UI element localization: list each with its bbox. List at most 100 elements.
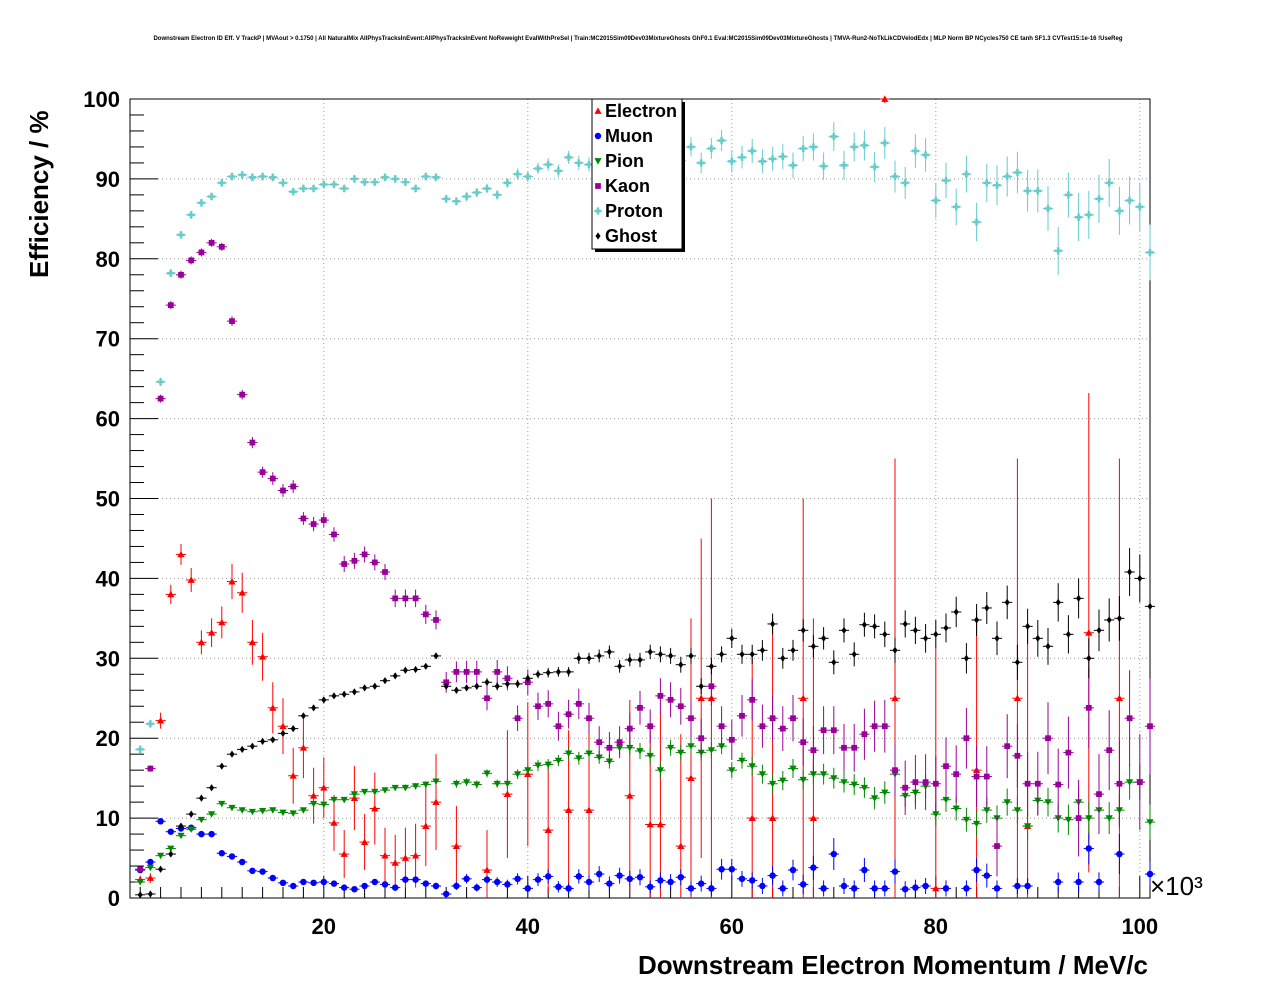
ghost-point <box>841 626 847 634</box>
ghost-point <box>402 666 408 674</box>
pion-point <box>1105 815 1113 822</box>
electron-point <box>310 792 318 799</box>
electron-point <box>228 577 236 585</box>
electron-point <box>167 590 175 598</box>
x-axis-title: Downstream Electron Momentum / MeV/c <box>638 950 1148 980</box>
muon-point <box>147 858 154 866</box>
y-tick-label: 80 <box>96 247 120 272</box>
muon-point <box>228 853 236 860</box>
muon-point <box>820 885 827 892</box>
pion-point <box>667 744 675 752</box>
y-tick-label: 100 <box>83 87 120 112</box>
muon-point <box>208 830 215 838</box>
muon-point <box>769 872 776 879</box>
ghost-point <box>158 865 164 873</box>
kaon-point <box>667 696 674 703</box>
pion-point <box>483 770 491 777</box>
muon-point <box>1014 882 1021 890</box>
muon-point <box>585 878 593 886</box>
ghost-point <box>984 604 990 612</box>
pion-point <box>524 767 532 774</box>
electron-point <box>340 850 348 857</box>
kaon-series <box>135 238 1156 877</box>
pion-point <box>422 781 430 789</box>
proton-point <box>422 172 430 181</box>
electron-point <box>381 852 389 859</box>
legend-marker-kaon <box>595 183 601 189</box>
kaon-point <box>912 779 919 786</box>
ghost-point <box>892 646 898 654</box>
muon-point <box>861 866 868 874</box>
kaon-point <box>647 723 654 730</box>
ghost-point <box>729 634 735 642</box>
legend-marker-electron <box>594 107 602 114</box>
legend-label-electron: Electron <box>605 101 677 121</box>
muon-point <box>973 866 980 874</box>
ghost-series <box>135 548 1156 899</box>
kaon-point <box>280 487 286 494</box>
y-tick-label: 20 <box>96 726 120 751</box>
legend-label-kaon: Kaon <box>605 176 650 196</box>
legend-label-pion: Pion <box>605 151 644 171</box>
muon-point <box>871 885 878 892</box>
ghost-point <box>678 661 684 669</box>
electron-point <box>881 95 889 102</box>
proton-point <box>758 157 767 165</box>
x-tick-label: 80 <box>924 914 948 939</box>
proton-point <box>707 144 716 153</box>
proton-point <box>554 167 563 175</box>
muon-point <box>340 884 348 891</box>
ghost-point <box>821 634 827 642</box>
muon-point <box>657 877 664 884</box>
pion-point <box>320 801 328 809</box>
pion-point <box>412 783 420 790</box>
proton-point <box>840 161 848 169</box>
kaon-point <box>718 723 725 730</box>
ghost-point <box>657 650 663 658</box>
electron-point <box>809 814 817 821</box>
kaon-point <box>514 715 521 722</box>
electron-point <box>146 874 154 881</box>
kaon-point <box>422 611 429 618</box>
kaon-point <box>1034 780 1041 787</box>
pion-point <box>942 796 950 804</box>
kaon-point <box>1004 743 1011 750</box>
proton-point <box>748 147 756 155</box>
ghost-point <box>515 680 521 688</box>
legend-label-ghost: Ghost <box>605 226 657 246</box>
electron-point <box>279 722 287 730</box>
kaon-point <box>504 675 511 682</box>
pion-point <box>361 788 369 796</box>
proton-point <box>483 184 491 193</box>
ghost-point <box>168 850 174 858</box>
ghost-point <box>270 736 276 744</box>
muon-point <box>891 868 899 875</box>
pion-point <box>799 776 807 784</box>
proton-point <box>1044 204 1052 213</box>
electron-point <box>483 866 491 873</box>
proton-point <box>259 172 267 181</box>
proton-point <box>962 170 971 178</box>
kaon-point <box>1014 752 1021 759</box>
muon-point <box>1085 845 1093 852</box>
muon-point <box>555 883 562 891</box>
proton-point <box>187 211 195 219</box>
kaon-point <box>892 767 898 774</box>
kaon-point <box>463 669 470 675</box>
pion-point <box>1024 823 1032 830</box>
pion-point <box>932 811 940 818</box>
proton-point <box>738 153 746 161</box>
kaon-point <box>137 866 144 873</box>
electron-point <box>157 717 165 724</box>
electron-point <box>932 884 940 892</box>
pion-point <box>748 763 756 770</box>
muon-point <box>381 881 389 888</box>
proton-point <box>279 179 287 187</box>
proton-point <box>1115 207 1123 215</box>
kaon-point <box>229 318 235 325</box>
kaon-point <box>290 483 297 490</box>
kaon-point <box>586 715 592 722</box>
electron-point <box>687 774 695 782</box>
muon-point <box>963 885 970 892</box>
electron-point <box>238 589 246 596</box>
